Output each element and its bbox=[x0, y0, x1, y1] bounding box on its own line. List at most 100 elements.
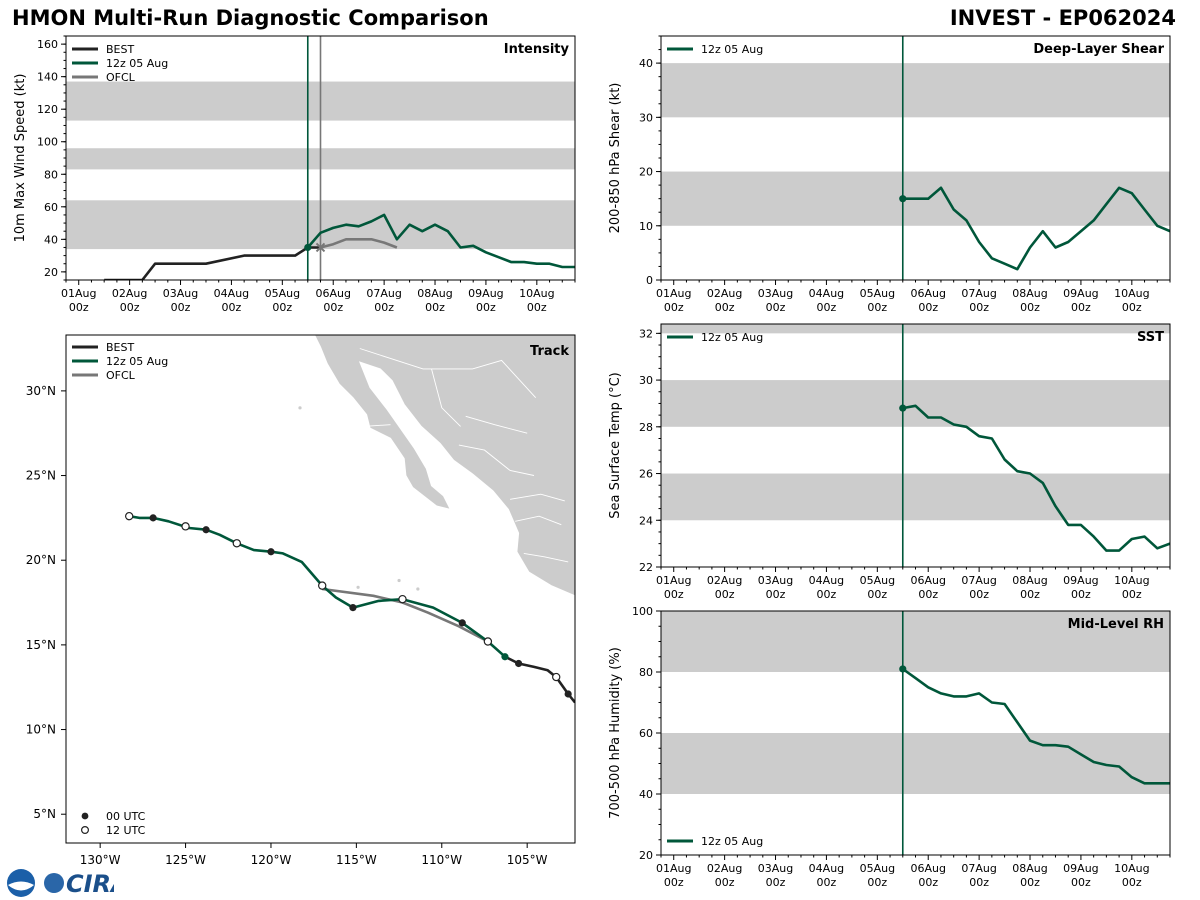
y-tick-label: 120 bbox=[37, 103, 58, 116]
y-tick-label: 80 bbox=[44, 168, 58, 181]
series-group bbox=[104, 213, 575, 280]
legend-label: 12z 05 Aug bbox=[106, 355, 168, 368]
track-point-00utc bbox=[267, 548, 275, 556]
x-tick-sublabel: 00z bbox=[715, 588, 735, 601]
track-point-12utc bbox=[124, 511, 134, 521]
y-axis-label: 200-850 hPa Shear (kt) bbox=[608, 83, 623, 234]
legend-label: OFCL bbox=[106, 71, 136, 84]
x-tick-sublabel: 00z bbox=[664, 588, 684, 601]
series-line-run bbox=[902, 667, 1170, 785]
y-tick-label: 24 bbox=[639, 514, 653, 527]
marker-legend-label: 00 UTC bbox=[106, 810, 146, 823]
y-tick-label: 100 bbox=[37, 136, 58, 149]
x-tick-sublabel: 00z bbox=[817, 876, 837, 889]
x-tick-label: 06Aug bbox=[910, 287, 945, 300]
legend-label: 12z 05 Aug bbox=[701, 835, 763, 848]
x-tick-sublabel: 00z bbox=[715, 876, 735, 889]
x-tick-label: 08Aug bbox=[417, 287, 452, 300]
lat-tick-label: 30°N bbox=[26, 384, 56, 398]
lon-tick-label: 120°W bbox=[251, 853, 292, 867]
x-tick-label: 01Aug bbox=[61, 287, 96, 300]
x-tick-label: 10Aug bbox=[1114, 287, 1149, 300]
x-tick-label: 05Aug bbox=[860, 574, 895, 587]
cira-logo-text: CIRA bbox=[66, 870, 114, 898]
x-tick-sublabel: 00z bbox=[766, 876, 786, 889]
track-point-12utc bbox=[398, 594, 407, 604]
x-tick-label: 01Aug bbox=[656, 574, 691, 587]
series-line-best bbox=[104, 246, 321, 280]
lon-tick-label: 115°W bbox=[336, 853, 377, 867]
x-tick-sublabel: 00z bbox=[664, 876, 684, 889]
threshold-band bbox=[661, 611, 1170, 672]
track-point-00utc bbox=[515, 659, 523, 668]
x-tick-label: 05Aug bbox=[860, 862, 895, 875]
y-tick-label: 40 bbox=[639, 788, 653, 801]
x-tick-sublabel: 00z bbox=[476, 301, 496, 314]
island bbox=[356, 585, 360, 589]
y-tick-label: 30 bbox=[639, 111, 653, 124]
panel-title: Intensity bbox=[504, 42, 570, 57]
x-tick-label: 07Aug bbox=[961, 574, 996, 587]
lon-tick-label: 125°W bbox=[165, 853, 206, 867]
threshold-band bbox=[661, 733, 1170, 794]
y-tick-label: 60 bbox=[639, 727, 653, 740]
state-border bbox=[515, 515, 562, 526]
track-point-00utc bbox=[349, 604, 357, 612]
panel-title: Mid-Level RH bbox=[1068, 617, 1164, 632]
y-axis-label: Sea Surface Temp (°C) bbox=[608, 372, 623, 519]
island bbox=[397, 578, 401, 583]
x-tick-sublabel: 00z bbox=[1122, 876, 1142, 889]
globe-icon bbox=[44, 873, 64, 893]
x-tick-label: 06Aug bbox=[910, 862, 945, 875]
series-group bbox=[902, 404, 1170, 552]
y-tick-label: 60 bbox=[44, 201, 58, 214]
y-tick-label: 40 bbox=[44, 233, 58, 246]
x-tick-sublabel: 00z bbox=[918, 301, 938, 314]
legend-label: 12z 05 Aug bbox=[701, 43, 763, 56]
init-point-marker bbox=[304, 243, 312, 252]
state-border bbox=[359, 348, 537, 399]
x-tick-sublabel: 00z bbox=[867, 876, 887, 889]
island bbox=[298, 406, 302, 410]
y-tick-label: 30 bbox=[639, 374, 653, 387]
y-tick-label: 20 bbox=[639, 166, 653, 179]
lat-tick-label: 15°N bbox=[26, 638, 56, 652]
init-point-marker bbox=[899, 665, 907, 673]
x-tick-sublabel: 00z bbox=[120, 301, 140, 314]
lon-tick-label: 105°W bbox=[507, 853, 548, 867]
state-border bbox=[363, 424, 391, 427]
series-line-run bbox=[902, 404, 1170, 552]
x-tick-label: 08Aug bbox=[1012, 862, 1047, 875]
x-tick-sublabel: 00z bbox=[1122, 588, 1142, 601]
lat-tick-label: 25°N bbox=[26, 469, 56, 483]
x-tick-label: 06Aug bbox=[315, 287, 350, 300]
track-line-ofcl bbox=[322, 587, 489, 643]
x-tick-label: 07Aug bbox=[366, 287, 401, 300]
page-title: HMON Multi-Run Diagnostic Comparison bbox=[12, 6, 489, 30]
track-point-12utc bbox=[181, 522, 190, 531]
x-tick-label: 10Aug bbox=[519, 287, 554, 300]
y-tick-label: 100 bbox=[632, 605, 653, 618]
x-tick-sublabel: 00z bbox=[918, 876, 938, 889]
state-border bbox=[510, 493, 565, 502]
panel-title: SST bbox=[1137, 330, 1164, 345]
x-tick-sublabel: 00z bbox=[766, 588, 786, 601]
island bbox=[416, 587, 420, 591]
x-tick-sublabel: 00z bbox=[323, 301, 343, 314]
y-tick-label: 160 bbox=[37, 38, 58, 51]
state-border bbox=[458, 444, 535, 476]
x-tick-sublabel: 00z bbox=[867, 588, 887, 601]
y-tick-label: 26 bbox=[639, 468, 653, 481]
legend-label: 12z 05 Aug bbox=[106, 57, 168, 70]
x-tick-label: 09Aug bbox=[468, 287, 503, 300]
x-tick-sublabel: 00z bbox=[69, 301, 89, 314]
x-tick-sublabel: 00z bbox=[664, 301, 684, 314]
x-tick-sublabel: 00z bbox=[817, 301, 837, 314]
y-tick-label: 28 bbox=[639, 421, 653, 434]
x-tick-sublabel: 00z bbox=[1020, 876, 1040, 889]
x-tick-sublabel: 00z bbox=[272, 301, 292, 314]
